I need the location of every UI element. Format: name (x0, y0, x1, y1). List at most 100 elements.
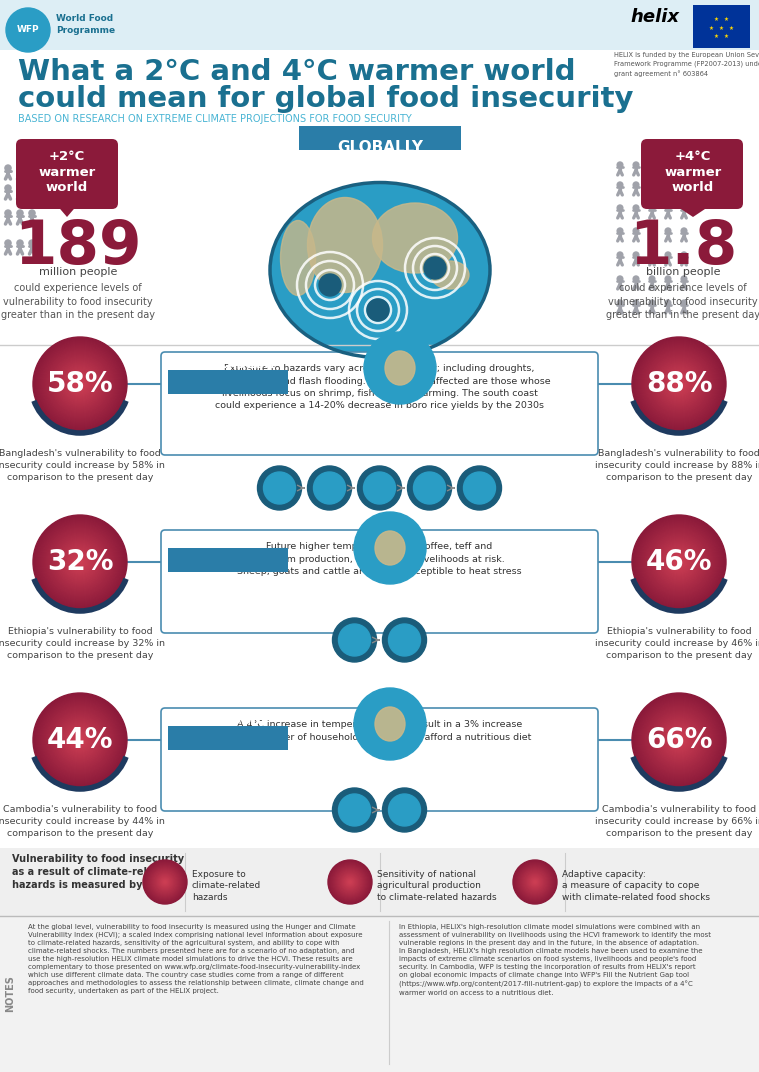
Circle shape (664, 547, 694, 577)
Circle shape (45, 349, 115, 419)
Circle shape (666, 371, 692, 397)
Circle shape (649, 228, 655, 234)
Circle shape (661, 366, 697, 402)
Circle shape (72, 376, 88, 392)
Circle shape (669, 374, 689, 394)
Circle shape (633, 182, 639, 188)
Circle shape (676, 738, 682, 743)
Circle shape (638, 343, 720, 425)
Text: 44%: 44% (47, 726, 113, 754)
Circle shape (29, 185, 35, 191)
Text: ETHIOPIA: ETHIOPIA (195, 536, 261, 549)
Text: +4°C
warmer
world: +4°C warmer world (664, 150, 722, 194)
Circle shape (49, 709, 111, 771)
Circle shape (79, 739, 81, 741)
Circle shape (74, 734, 86, 746)
Circle shape (639, 522, 719, 602)
Circle shape (647, 530, 711, 594)
Circle shape (42, 524, 118, 600)
Circle shape (336, 868, 364, 896)
Circle shape (159, 876, 171, 888)
Circle shape (78, 382, 82, 386)
Circle shape (36, 518, 124, 606)
Ellipse shape (373, 203, 458, 273)
Circle shape (46, 706, 114, 774)
Circle shape (337, 869, 363, 895)
Circle shape (143, 860, 187, 904)
Circle shape (617, 228, 623, 234)
FancyBboxPatch shape (168, 548, 288, 572)
Circle shape (665, 726, 693, 754)
Ellipse shape (307, 197, 383, 293)
Circle shape (645, 528, 713, 596)
Circle shape (52, 534, 108, 590)
Circle shape (655, 716, 703, 764)
Circle shape (639, 700, 719, 780)
Text: Programme: Programme (56, 26, 115, 35)
Circle shape (648, 531, 710, 593)
Circle shape (633, 694, 725, 786)
Circle shape (54, 536, 106, 589)
Circle shape (342, 874, 358, 890)
Circle shape (678, 561, 680, 563)
Circle shape (642, 347, 716, 421)
Circle shape (654, 537, 704, 587)
Circle shape (671, 376, 687, 392)
Circle shape (650, 711, 708, 769)
Ellipse shape (375, 708, 405, 741)
Circle shape (60, 542, 100, 582)
Circle shape (661, 544, 697, 580)
FancyBboxPatch shape (16, 139, 118, 209)
Circle shape (636, 697, 722, 783)
Circle shape (649, 532, 709, 592)
Circle shape (328, 860, 372, 904)
Circle shape (29, 210, 35, 217)
Circle shape (155, 872, 175, 892)
Circle shape (678, 383, 680, 385)
Circle shape (648, 353, 710, 415)
Circle shape (650, 355, 708, 413)
Circle shape (668, 551, 690, 574)
Circle shape (617, 276, 623, 282)
Circle shape (68, 550, 92, 574)
Circle shape (57, 539, 103, 585)
FancyBboxPatch shape (0, 915, 759, 1072)
Text: Sensitivity of national
agricultural production
to climate-related hazards: Sensitivity of national agricultural pro… (377, 870, 496, 902)
Circle shape (48, 708, 112, 772)
Circle shape (147, 864, 183, 900)
Circle shape (148, 865, 182, 899)
Text: Adaptive capacity:
a measure of capacity to cope
with climate-related food shock: Adaptive capacity: a measure of capacity… (562, 870, 710, 902)
Circle shape (53, 713, 107, 766)
Circle shape (617, 252, 623, 257)
Circle shape (42, 702, 118, 778)
Circle shape (670, 553, 688, 571)
Circle shape (330, 862, 370, 902)
Circle shape (656, 539, 702, 585)
Circle shape (675, 559, 683, 566)
Circle shape (34, 338, 126, 430)
Circle shape (640, 701, 718, 779)
Circle shape (62, 366, 98, 402)
Circle shape (664, 725, 694, 755)
Circle shape (43, 525, 117, 599)
Circle shape (150, 867, 180, 897)
Circle shape (635, 340, 723, 428)
Circle shape (672, 377, 686, 391)
Circle shape (79, 383, 81, 385)
Circle shape (675, 379, 683, 388)
Circle shape (516, 863, 554, 900)
Circle shape (38, 520, 122, 604)
Circle shape (633, 300, 639, 306)
Circle shape (367, 299, 389, 321)
Circle shape (51, 711, 109, 769)
Circle shape (662, 545, 696, 579)
Circle shape (669, 552, 689, 572)
Circle shape (677, 382, 681, 386)
Circle shape (56, 360, 104, 408)
Text: In Ethiopia, HELIX's high-resolution climate model simulations were combined wit: In Ethiopia, HELIX's high-resolution cli… (399, 924, 711, 996)
Circle shape (633, 162, 639, 167)
Circle shape (681, 300, 687, 306)
Circle shape (56, 716, 104, 764)
Circle shape (659, 542, 699, 582)
Circle shape (62, 544, 98, 580)
